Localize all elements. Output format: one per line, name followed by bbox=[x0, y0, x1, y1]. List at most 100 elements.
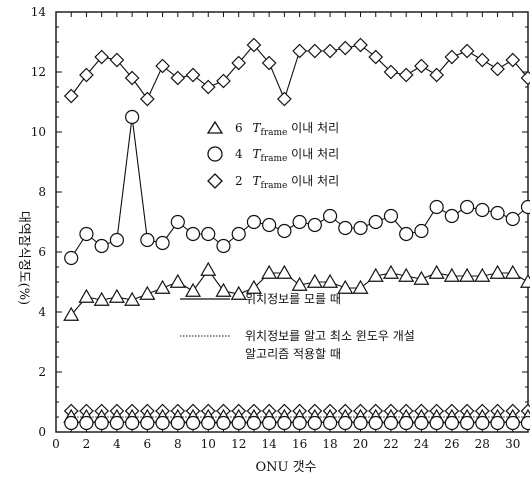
circle-marker bbox=[110, 417, 123, 430]
legend-circle-text: 이내 처리 bbox=[287, 147, 339, 161]
circle-marker bbox=[110, 234, 123, 247]
legend-triangle-marker bbox=[208, 122, 222, 133]
x-tick-label: 8 bbox=[174, 437, 182, 451]
circle-marker bbox=[80, 417, 93, 430]
circle-marker bbox=[308, 417, 321, 430]
circle-marker bbox=[308, 219, 321, 232]
diamond-marker bbox=[187, 69, 200, 82]
circle-marker bbox=[324, 210, 337, 223]
series-layer bbox=[64, 39, 530, 430]
x-tick-label: 16 bbox=[292, 437, 307, 451]
y-tick-label: 8 bbox=[38, 185, 46, 199]
triangle-marker bbox=[506, 266, 520, 278]
circle-marker bbox=[400, 417, 413, 430]
diamond-marker bbox=[324, 45, 337, 58]
circle-marker bbox=[126, 417, 139, 430]
circle-marker bbox=[400, 228, 413, 241]
circle-marker bbox=[156, 417, 169, 430]
circle-marker bbox=[217, 417, 230, 430]
x-tick-label: 14 bbox=[262, 437, 278, 451]
y-tick-label: 14 bbox=[31, 5, 47, 19]
triangle-marker bbox=[171, 275, 185, 287]
circle-marker bbox=[461, 417, 474, 430]
legend-diamond-text: 이내 처리 bbox=[287, 174, 339, 188]
circle-marker bbox=[278, 417, 291, 430]
circle-marker bbox=[141, 234, 154, 247]
y-tick-label: 4 bbox=[38, 305, 46, 319]
circle-marker bbox=[369, 417, 382, 430]
circle-marker bbox=[354, 222, 367, 235]
circle-marker bbox=[369, 216, 382, 229]
svg-text:2 Tframe 이내 처리: 2 Tframe 이내 처리 bbox=[235, 174, 339, 191]
triangle-marker bbox=[521, 275, 530, 287]
x-axis-title: ONU 갯수 bbox=[255, 460, 316, 475]
x-tick-label: 24 bbox=[414, 437, 430, 451]
x-tick-label: 26 bbox=[444, 437, 459, 451]
svg-text:4 Tframe 이내 처리: 4 Tframe 이내 처리 bbox=[235, 147, 339, 164]
circle-marker bbox=[80, 228, 93, 241]
circle-marker bbox=[461, 201, 474, 214]
triangle-marker bbox=[460, 269, 474, 281]
x-tick-label: 12 bbox=[231, 437, 246, 451]
legend: 6 Tframe 이내 처리 4 Tframe 이내 처리 2 Tframe 이… bbox=[180, 121, 415, 361]
triangle-marker bbox=[430, 266, 444, 278]
circle-marker bbox=[506, 417, 519, 430]
diamond-marker bbox=[491, 63, 504, 76]
diamond-marker bbox=[430, 69, 443, 82]
circle-marker bbox=[65, 252, 78, 265]
circle-marker bbox=[476, 417, 489, 430]
diamond-marker bbox=[354, 39, 367, 52]
circle-marker bbox=[445, 417, 458, 430]
circle-marker bbox=[202, 417, 215, 430]
diamond-marker bbox=[278, 93, 291, 106]
legend-item-diamond: 2 Tframe 이내 처리 bbox=[208, 174, 339, 191]
y-tick-label: 2 bbox=[38, 365, 46, 379]
circle-marker bbox=[95, 240, 108, 253]
circle-marker bbox=[293, 216, 306, 229]
triangle-marker bbox=[186, 284, 200, 296]
x-tick-label: 28 bbox=[475, 437, 490, 451]
triangle-marker bbox=[354, 281, 368, 293]
x-tick-label: 4 bbox=[113, 437, 121, 451]
y-tick-label: 10 bbox=[31, 125, 46, 139]
y-tick-label: 12 bbox=[31, 65, 46, 79]
legend-circle-marker bbox=[208, 147, 222, 161]
diamond-marker bbox=[202, 81, 215, 94]
diamond-marker bbox=[400, 69, 413, 82]
triangle-marker bbox=[156, 281, 170, 293]
circle-marker bbox=[354, 417, 367, 430]
circle-marker bbox=[263, 417, 276, 430]
circle-marker bbox=[324, 417, 337, 430]
legend-diamond-marker bbox=[208, 174, 222, 188]
circle-marker bbox=[232, 228, 245, 241]
circle-marker bbox=[156, 237, 169, 250]
legend-item-circle: 4 Tframe 이내 처리 bbox=[208, 147, 339, 164]
circle-marker bbox=[506, 213, 519, 226]
circle-marker bbox=[95, 417, 108, 430]
circle-marker bbox=[187, 228, 200, 241]
circle-marker bbox=[430, 201, 443, 214]
y-axis-title: 대역잠식정도(%) bbox=[16, 211, 31, 305]
triangle-marker bbox=[491, 266, 505, 278]
diamond-marker bbox=[522, 72, 530, 85]
triangle-marker bbox=[216, 284, 230, 296]
series-5 bbox=[65, 417, 530, 430]
triangle-marker bbox=[277, 266, 291, 278]
diamond-marker bbox=[461, 45, 474, 58]
circle-marker bbox=[126, 111, 139, 124]
circle-marker bbox=[293, 417, 306, 430]
x-tick-label: 6 bbox=[144, 437, 152, 451]
circle-marker bbox=[65, 417, 78, 430]
x-tick-label: 10 bbox=[201, 437, 216, 451]
circle-marker bbox=[263, 219, 276, 232]
circle-marker bbox=[491, 207, 504, 220]
circle-marker bbox=[415, 417, 428, 430]
svg-text:6 Tframe 이내 처리: 6 Tframe 이내 처리 bbox=[235, 121, 339, 138]
triangle-marker bbox=[308, 275, 322, 287]
x-tick-label: 20 bbox=[353, 437, 368, 451]
x-tick-label: 30 bbox=[505, 437, 520, 451]
legend-solid-label: 위치정보를 모를 때 bbox=[245, 292, 341, 306]
circle-marker bbox=[202, 228, 215, 241]
triangle-marker bbox=[110, 290, 124, 302]
